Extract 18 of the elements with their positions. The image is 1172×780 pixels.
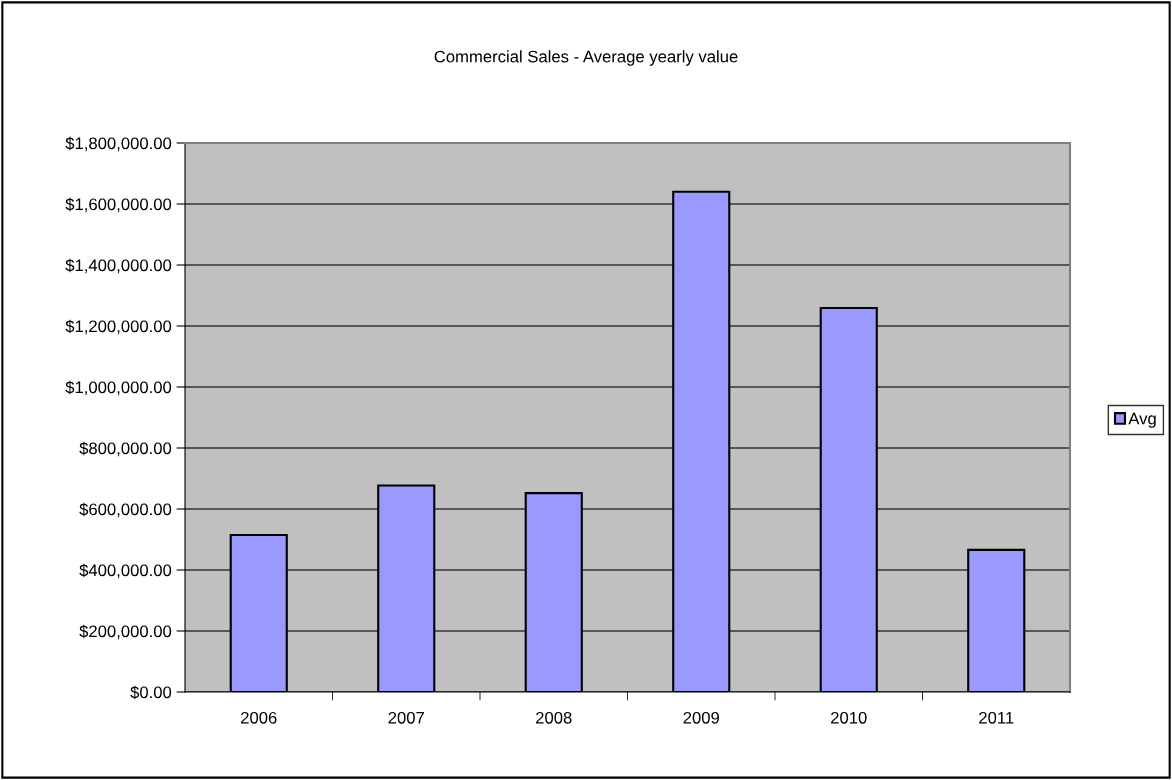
y-tick-label: $1,400,000.00 <box>65 258 172 274</box>
x-tick-label: 2010 <box>831 711 867 724</box>
y-tick-label: $400,000.00 <box>79 563 172 579</box>
y-tick-label: $1,600,000.00 <box>65 197 172 213</box>
y-tick-label: $1,800,000.00 <box>65 136 172 152</box>
x-tick-label: 2008 <box>536 711 572 724</box>
x-tick-label: 2007 <box>388 711 424 724</box>
chart-title: Commercial Sales - Average yearly value <box>434 50 738 66</box>
y-tick-label: $1,200,000.00 <box>65 319 172 335</box>
legend-label: Avg <box>1128 412 1156 428</box>
x-tick-label: 2011 <box>979 711 1014 724</box>
x-tick-label: 2006 <box>241 711 277 724</box>
y-tick-label: $0.00 <box>130 685 172 700</box>
y-tick-label: $600,000.00 <box>79 502 172 518</box>
y-tick-label: $1,000,000.00 <box>65 380 172 396</box>
y-tick-label: $800,000.00 <box>79 441 172 457</box>
x-tick-label: 2009 <box>683 711 719 724</box>
y-tick-label: $200,000.00 <box>79 624 172 640</box>
